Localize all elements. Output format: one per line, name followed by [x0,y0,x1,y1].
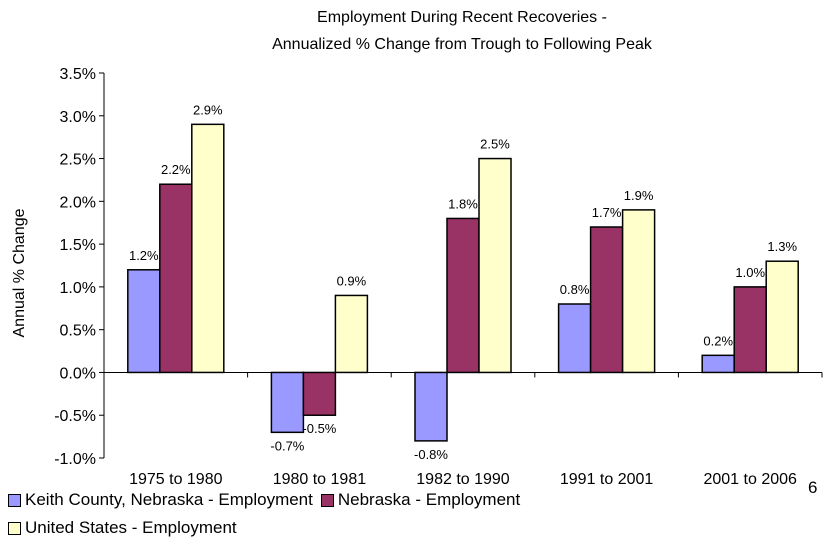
data-label: 2.2% [161,162,191,177]
data-label: 0.9% [337,273,367,288]
y-tick-label: 2.5% [60,152,96,169]
bar [701,354,735,374]
bar [270,371,305,434]
data-label: 0.2% [703,333,733,348]
legend-swatch-keith-county [8,493,21,507]
y-tick-label: 0.5% [60,323,96,340]
x-category-label: 1991 to 2001 [560,471,654,488]
data-label: 2.9% [193,102,223,117]
legend-label-nebraska: Nebraska - Employment [337,490,521,509]
page-number: 6 [808,478,818,497]
x-category-label: 1982 to 1990 [416,471,510,488]
data-label: 1.7% [592,205,622,220]
legend-swatch-united-states [8,521,21,535]
data-label: -0.5% [302,421,336,436]
bar [621,209,656,374]
bar [191,123,225,374]
bar [557,303,592,374]
x-category-label: 1980 to 1981 [273,471,367,488]
bar [414,371,448,442]
plot-area: -1.0% -0.5% 0.0% 0.5% 1.0% 1.5% 2.0% 2.5% 3.0% 3.… [54,66,823,488]
legend-label-keith-county: Keith County, Nebraska - Employment [25,490,313,509]
y-axis-label: Annual % Change [11,208,28,337]
data-label: 1.3% [767,239,797,254]
y-tick-label: -0.5% [54,408,96,425]
y-tick-label: 3.0% [60,109,96,126]
x-category-label: 1975 to 1980 [129,471,223,488]
y-tick-label: 3.5% [60,66,96,83]
legend-item-nebraska: Nebraska - Employment [320,490,521,510]
data-label: 1.8% [448,196,478,211]
legend-label-united-states: United States - Employment [25,518,237,537]
bar [446,217,480,374]
data-label: 2.5% [480,137,510,152]
bar [159,183,193,374]
chart-title-line-1: Employment During Recent Recoveries - [317,9,607,26]
legend-item-united-states: United States - Employment [8,518,237,538]
legend-item-keith-county: Keith County, Nebraska - Employment [8,490,313,510]
bar [478,157,512,374]
bar [127,269,161,374]
x-category-label: 2001 to 2006 [703,471,797,488]
data-label: 1.2% [129,248,159,263]
y-tick-label: 1.5% [60,237,96,254]
data-label: 0.8% [560,282,590,297]
y-tick-label: 1.0% [60,280,96,297]
y-tick-label: 2.0% [60,194,96,211]
legend: Keith County, Nebraska - Employment Nebr… [8,486,808,542]
bar [302,371,337,416]
bar [589,226,624,374]
bar [765,260,799,374]
data-label: -0.7% [270,438,304,453]
y-tick-label: -1.0% [54,451,96,468]
data-label: 1.0% [735,265,765,280]
bar [733,286,767,374]
legend-swatch-nebraska [320,493,334,507]
chart-title-line-2: Annualized % Change from Trough to Follo… [272,36,653,53]
y-tick-label: 0.0% [60,365,96,382]
data-label: -0.8% [414,447,448,462]
data-label: 1.9% [624,188,654,203]
bar [334,294,369,374]
